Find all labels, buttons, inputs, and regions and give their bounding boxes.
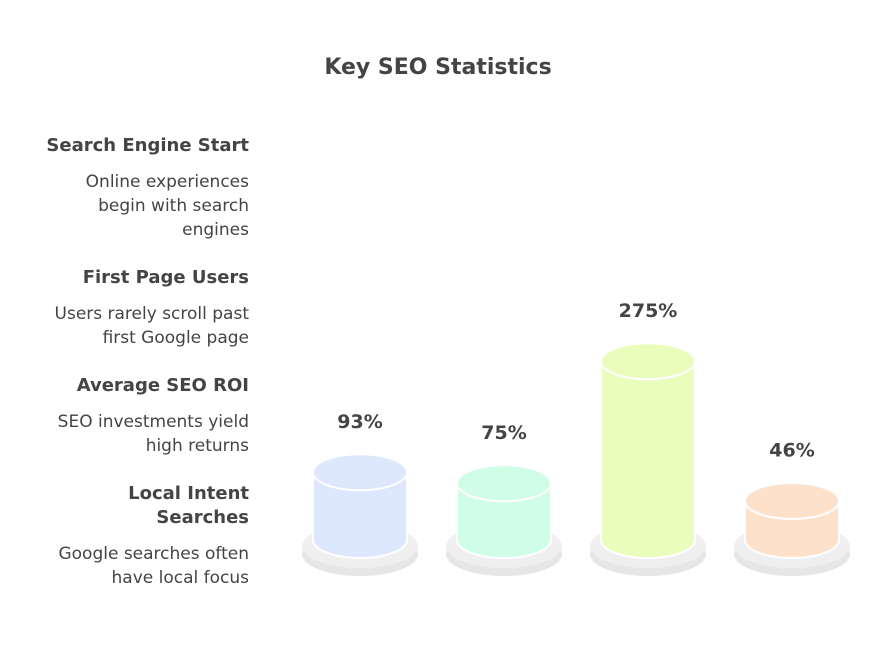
value-label: 93% (337, 411, 382, 433)
bar (600, 360, 696, 559)
bar-top (744, 481, 840, 520)
item-heading: Average SEO ROI (76, 375, 249, 396)
bar (456, 482, 552, 559)
bar-top (312, 453, 408, 492)
item-description: Online experiences begin with search eng… (85, 172, 249, 240)
value-label: 46% (769, 439, 814, 461)
item-heading: First Page Users (82, 267, 249, 288)
item-description: SEO investments yield high returns (57, 412, 249, 456)
item-heading: Local Intent Searches (128, 483, 249, 528)
chart-title: Key SEO Statistics (324, 55, 551, 80)
item-heading: Search Engine Start (46, 135, 249, 156)
bar (312, 471, 408, 559)
value-label: 75% (481, 422, 526, 444)
value-label: 275% (619, 300, 678, 322)
bar-top (600, 342, 696, 381)
item-description: Users rarely scroll past first Google pa… (54, 304, 249, 348)
bar-top (456, 464, 552, 503)
item-description: Google searches often have local focus (58, 544, 249, 588)
